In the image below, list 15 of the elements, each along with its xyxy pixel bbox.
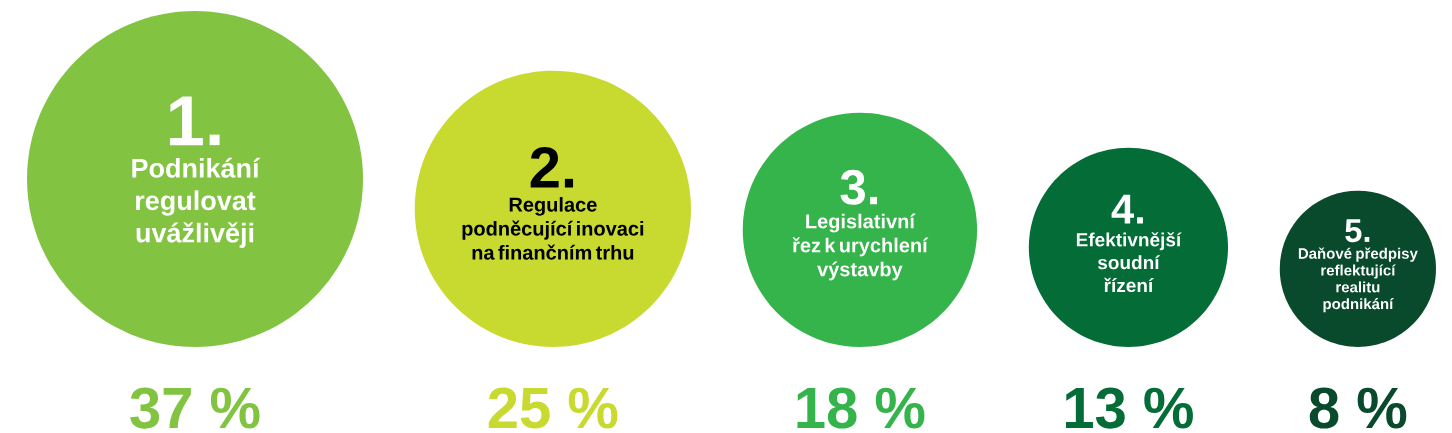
text: 4. — [1111, 194, 1143, 224]
data-label: 25 % — [488, 387, 618, 429]
text: 2. — [530, 147, 574, 188]
category-label: Efektivnější soudní řízení — [1076, 232, 1182, 293]
text: 1. — [170, 96, 220, 146]
text: 3. — [840, 169, 878, 205]
data-label: 8 % — [1309, 387, 1407, 429]
category-label: Podnikání regulovat uvážlivěji — [132, 157, 261, 248]
data-label: 37 % — [130, 387, 260, 429]
data-label: 13 % — [1065, 387, 1193, 429]
text: 5. — [1345, 219, 1370, 243]
data-label: 18 % — [797, 387, 925, 429]
category-label: Daňové předpisy reflektující realitu podnikání — [1298, 247, 1418, 313]
category-label: Regulace podněcující inovaci na finančním trhu — [462, 197, 644, 260]
category-label: Legislativní řez k urychlení výstavby — [792, 213, 929, 281]
